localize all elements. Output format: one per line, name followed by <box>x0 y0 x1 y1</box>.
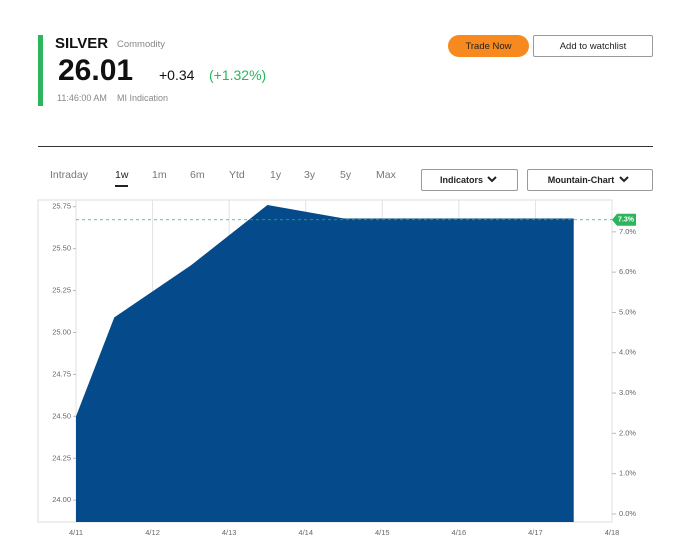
trade-button[interactable]: Trade Now <box>448 35 529 57</box>
x-tick-label: 4/16 <box>452 528 467 537</box>
y-tick-label: 25.75 <box>52 202 71 211</box>
x-tick-label: 4/15 <box>375 528 390 537</box>
tab[interactable]: 5y <box>340 169 352 181</box>
y2-tick-label: 4.0% <box>619 348 636 357</box>
indicators-dropdown[interactable]: Indicators <box>421 169 518 191</box>
y-tick-label: 24.50 <box>52 411 71 420</box>
x-tick-label: 4/18 <box>605 528 620 537</box>
area <box>76 205 574 522</box>
y-tick-label: 25.50 <box>52 244 71 253</box>
price: 26.01 <box>58 54 134 87</box>
chevron <box>487 176 497 183</box>
divider <box>38 146 653 147</box>
dropdown-label: Indicators <box>439 175 483 185</box>
x-tick-label: 4/13 <box>222 528 237 537</box>
y-tick-label: 24.75 <box>52 369 71 378</box>
y-tick-label: 24.25 <box>52 453 71 462</box>
y2-tick-label: 6.0% <box>619 267 636 276</box>
x-tick-label: 4/11 <box>69 528 83 537</box>
charttype-dropdown[interactable]: Mountain-Chart <box>527 169 653 191</box>
y-tick-label: 24.00 <box>52 495 71 504</box>
tab[interactable]: 1m <box>152 169 167 181</box>
accent-bar <box>38 35 43 106</box>
x-tick-label: 4/12 <box>145 528 160 537</box>
tab[interactable]: 1w <box>115 169 129 187</box>
y2-tick-label: 3.0% <box>619 388 636 397</box>
y2-tick-label: 2.0% <box>619 428 636 437</box>
tab[interactable]: Ytd <box>229 169 245 181</box>
tab[interactable]: 1y <box>270 169 282 181</box>
annotation-label: 7.3% <box>618 217 635 224</box>
y2-tick-label: 1.0% <box>619 469 636 478</box>
tab[interactable]: 3y <box>304 169 316 181</box>
change-pct: (+1.32%) <box>209 67 267 83</box>
y2-tick-label: 0.0% <box>619 509 636 518</box>
symbol: SILVER <box>55 35 109 52</box>
x-tick-label: 4/14 <box>298 528 313 537</box>
tab[interactable]: Max <box>376 169 396 181</box>
category: Commodity <box>117 39 166 50</box>
tab[interactable]: Intraday <box>50 169 88 181</box>
y-tick-label: 25.25 <box>52 286 71 295</box>
y2-tick-label: 5.0% <box>619 307 636 316</box>
change: +0.34 <box>159 67 195 83</box>
watchlist-button[interactable]: Add to watchlist <box>533 35 653 57</box>
x-tick-label: 4/17 <box>528 528 543 537</box>
y-tick-label: 25.00 <box>52 327 71 336</box>
tab[interactable]: 6m <box>190 169 205 181</box>
annotation-tag <box>612 213 636 226</box>
source: MI Indication <box>117 93 169 103</box>
time: 11:46:00 AM <box>57 93 107 103</box>
y2-tick-label: 7.0% <box>619 227 636 236</box>
dropdown-label: Mountain-Chart <box>547 175 615 185</box>
chevron <box>619 176 629 183</box>
